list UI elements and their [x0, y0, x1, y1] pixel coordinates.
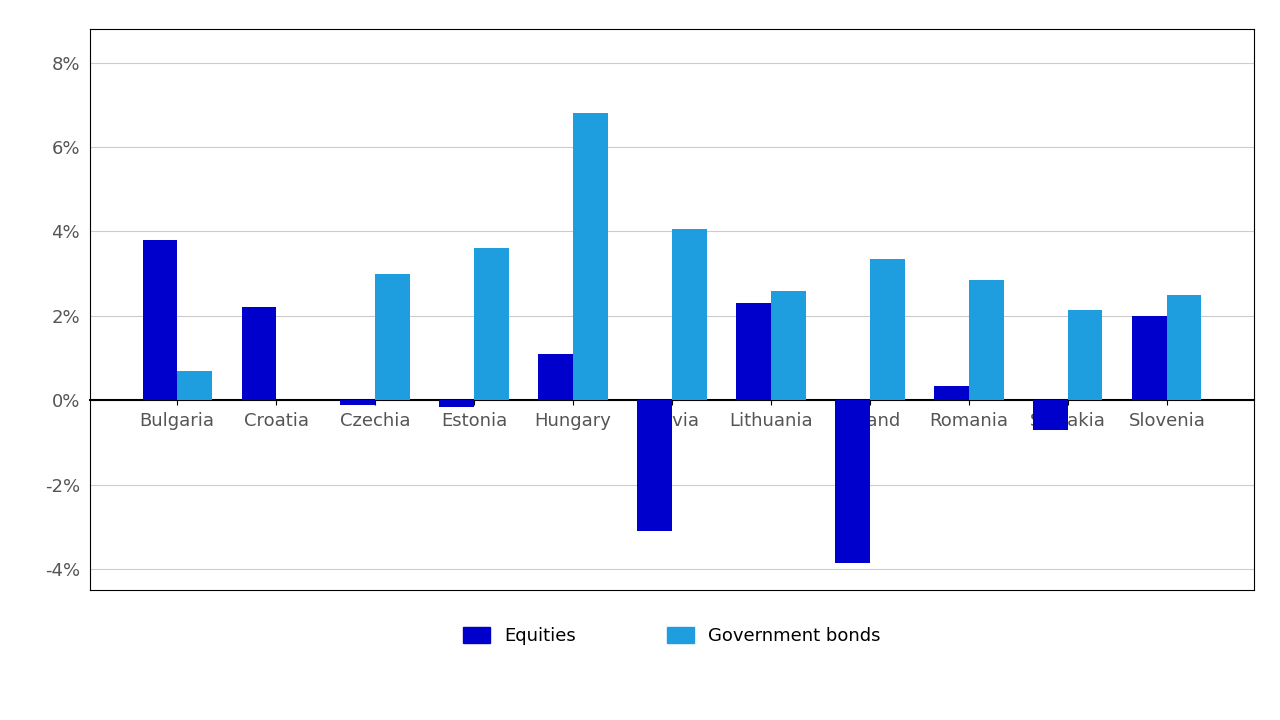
Bar	[969, 280, 1004, 400]
Bar	[242, 307, 276, 400]
Bar	[836, 400, 870, 563]
Bar	[1167, 294, 1202, 400]
Bar	[474, 248, 508, 400]
Bar	[539, 354, 573, 400]
Bar	[340, 400, 375, 405]
Bar	[672, 230, 707, 400]
Legend: Equities, Government bonds: Equities, Government bonds	[454, 618, 890, 654]
Bar	[375, 274, 410, 400]
Bar	[934, 386, 969, 400]
Bar	[1033, 400, 1068, 430]
Bar	[870, 259, 905, 400]
Bar	[1068, 310, 1102, 400]
Bar	[1133, 316, 1167, 400]
Bar	[736, 303, 771, 400]
Bar	[771, 291, 805, 400]
Bar	[177, 371, 211, 400]
Bar	[439, 400, 474, 407]
Bar	[637, 400, 672, 531]
Bar	[142, 240, 177, 400]
Bar	[573, 113, 608, 400]
